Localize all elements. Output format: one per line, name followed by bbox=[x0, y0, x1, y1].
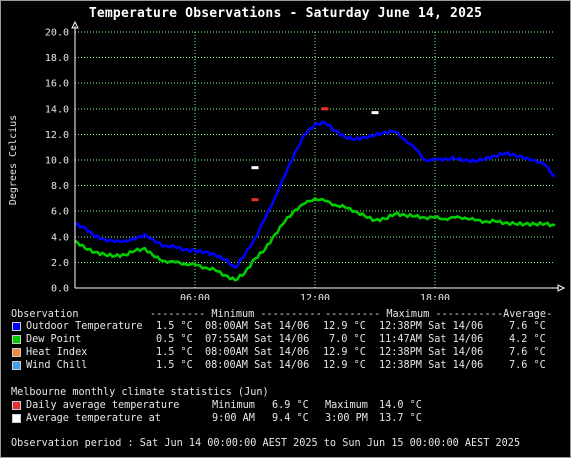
y-tick-label: 12.0 bbox=[45, 130, 69, 141]
windchill-swatch bbox=[12, 361, 21, 370]
climate-row-min-value: 9.4 °C bbox=[272, 413, 309, 424]
legend-row-min-value: 1.5 °C bbox=[156, 360, 193, 371]
legend-row-name: Heat Index bbox=[26, 347, 88, 358]
y-axis-label: Degrees Celcius bbox=[8, 115, 19, 205]
daily-average-swatch bbox=[12, 401, 21, 410]
climate-row-max-value: 14.0 °C bbox=[379, 400, 422, 411]
legend-row-min-time: 08:00AM Sat 14/06 bbox=[205, 347, 310, 358]
legend-row-max-time: 11:47AM Sat 14/06 bbox=[379, 334, 484, 345]
heatindex-swatch bbox=[12, 348, 21, 357]
y-tick-label: 4.0 bbox=[51, 232, 69, 243]
legend-row-max-value: 12.9 °C bbox=[323, 360, 366, 371]
daily-average-min-marker bbox=[251, 198, 259, 202]
dewpoint-swatch bbox=[12, 335, 21, 344]
legend-row-average: 4.2 °C bbox=[509, 334, 546, 345]
legend-row-name: Wind Chill bbox=[26, 360, 88, 371]
legend-header-minimum: --------- Minimum ---------- bbox=[150, 309, 322, 320]
axes bbox=[71, 20, 566, 292]
climate-row-min-value: 6.9 °C bbox=[272, 400, 309, 411]
climate-row-max-value: 13.7 °C bbox=[379, 413, 422, 424]
x-tick-label: 18:00 bbox=[420, 293, 450, 300]
legend-row-average: 7.6 °C bbox=[509, 321, 546, 332]
legend-header-observation: Observation bbox=[11, 309, 79, 320]
outdoor-swatch bbox=[12, 322, 21, 331]
y-tick-label: 14.0 bbox=[45, 104, 69, 115]
outdoor-temperature-line bbox=[74, 120, 556, 269]
y-tick-label: 20.0 bbox=[45, 28, 69, 39]
series-lines bbox=[74, 120, 556, 282]
y-tick-label: 10.0 bbox=[45, 156, 69, 167]
legend-row-min-value: 0.5 °C bbox=[156, 334, 193, 345]
chart-title: Temperature Observations - Saturday June… bbox=[88, 6, 483, 21]
y-axis-arrow bbox=[71, 20, 79, 29]
legend-row-min-time: 07:55AM Sat 14/06 bbox=[205, 334, 310, 345]
legend-row-max-value: 7.0 °C bbox=[329, 334, 366, 345]
climate-title: Melbourne monthly climate statistics (Ju… bbox=[11, 387, 269, 398]
legend-header-average: -Average- bbox=[497, 309, 553, 320]
average-at-swatch bbox=[12, 414, 21, 423]
y-tick-label: 18.0 bbox=[45, 53, 69, 64]
x-tick-label: 06:00 bbox=[180, 293, 210, 300]
temperature-chart: 0.0 2.0 4.0 6.0 8.0 10.0 12.0 14.0 16.0 18.0 20.0 0… bbox=[8, 20, 566, 301]
legend-row-max-time: 12:38PM Sat 14/06 bbox=[379, 360, 484, 371]
legend-row-min-value: 1.5 °C bbox=[156, 321, 193, 332]
legend-row-name: Dew Point bbox=[26, 334, 82, 345]
y-tick-label: 16.0 bbox=[45, 79, 69, 90]
climate-row-max-label: Maximum bbox=[325, 400, 368, 411]
legend-row-average: 7.6 °C bbox=[509, 347, 546, 358]
legend-row-min-time: 08:00AM Sat 14/06 bbox=[205, 360, 310, 371]
y-tick-label: 0.0 bbox=[51, 284, 69, 295]
legend-row-max-value: 12.9 °C bbox=[323, 321, 366, 332]
legend-row-max-time: 12:38PM Sat 14/06 bbox=[379, 347, 484, 358]
legend-row-name: Outdoor Temperature bbox=[26, 321, 143, 332]
legend-row-max-time: 12:38PM Sat 14/06 bbox=[379, 321, 484, 332]
legend-row-max-value: 12.9 °C bbox=[323, 347, 366, 358]
climate-row-min-label: Minimum bbox=[212, 400, 255, 411]
tick-labels: 0.0 2.0 4.0 6.0 8.0 10.0 12.0 14.0 16.0 18.0 20.0 0… bbox=[45, 28, 450, 301]
daily-average-max-marker bbox=[321, 107, 329, 111]
legend-row-average: 7.6 °C bbox=[509, 360, 546, 371]
climate-row-max-label: 3:00 PM bbox=[325, 413, 368, 424]
dew-point-line bbox=[74, 197, 556, 282]
legend-row-min-value: 1.5 °C bbox=[156, 347, 193, 358]
legend-row-min-time: 08:00AM Sat 14/06 bbox=[205, 321, 310, 332]
average-temperature-at-min-marker bbox=[251, 166, 259, 170]
average-temperature-at-max-marker bbox=[371, 111, 379, 115]
y-tick-label: 6.0 bbox=[51, 207, 69, 218]
x-tick-label: 12:00 bbox=[300, 293, 330, 300]
climate-row-name: Daily average temperature bbox=[26, 400, 180, 411]
observation-period: Observation period : Sat Jun 14 00:00:00… bbox=[11, 438, 521, 449]
y-tick-label: 8.0 bbox=[51, 181, 69, 192]
legend-header-maximum: --------- Maximum ---------- bbox=[325, 309, 497, 320]
y-tick-label: 2.0 bbox=[51, 258, 69, 269]
climate-row-min-label: 9:00 AM bbox=[212, 413, 255, 424]
climate-row-name: Average temperature at bbox=[26, 413, 161, 424]
climate-markers bbox=[251, 107, 379, 202]
x-axis-arrow bbox=[557, 284, 566, 292]
